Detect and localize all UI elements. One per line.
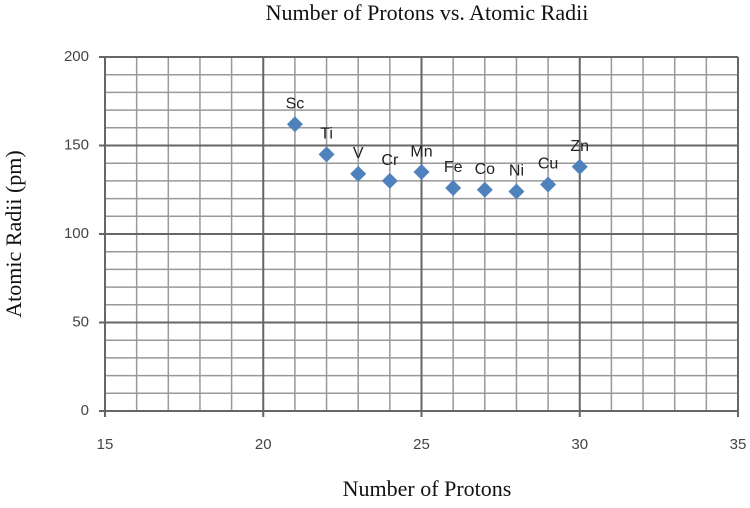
- y-tick-label: 200: [64, 48, 89, 65]
- point-label: Ni: [509, 163, 524, 180]
- point-label: V: [353, 145, 364, 162]
- point-label: Co: [475, 161, 496, 178]
- x-tick-label: 35: [730, 436, 747, 453]
- data-point: [508, 183, 525, 200]
- x-tick-label: 30: [571, 436, 588, 453]
- point-label: Sc: [286, 95, 305, 112]
- data-point: [381, 172, 398, 189]
- x-axis-label: Number of Protons: [343, 476, 512, 501]
- data-point: [413, 164, 430, 181]
- data-point: [476, 181, 493, 198]
- data-point: [571, 158, 588, 175]
- point-label: Zn: [570, 138, 589, 155]
- x-tick-label: 20: [255, 436, 272, 453]
- point-label: Ti: [320, 126, 333, 143]
- point-label: Cr: [381, 152, 399, 169]
- y-tick-label: 0: [81, 402, 89, 419]
- point-label: Mn: [410, 143, 432, 160]
- chart-title: Number of Protons vs. Atomic Radii: [266, 0, 589, 25]
- data-point: [318, 146, 335, 163]
- y-tick-label: 100: [64, 225, 89, 242]
- data-point: [286, 116, 303, 133]
- y-tick-label: 150: [64, 136, 89, 153]
- point-label: Fe: [444, 159, 463, 176]
- x-tick-label: 25: [413, 436, 430, 453]
- x-tick-label: 15: [97, 436, 114, 453]
- y-tick-label: 50: [72, 313, 89, 330]
- data-point: [350, 165, 367, 182]
- point-label: Cu: [538, 156, 558, 173]
- data-point: [540, 176, 557, 193]
- data-point: [445, 179, 462, 196]
- y-axis-label: Atomic Radii (pm): [1, 150, 26, 317]
